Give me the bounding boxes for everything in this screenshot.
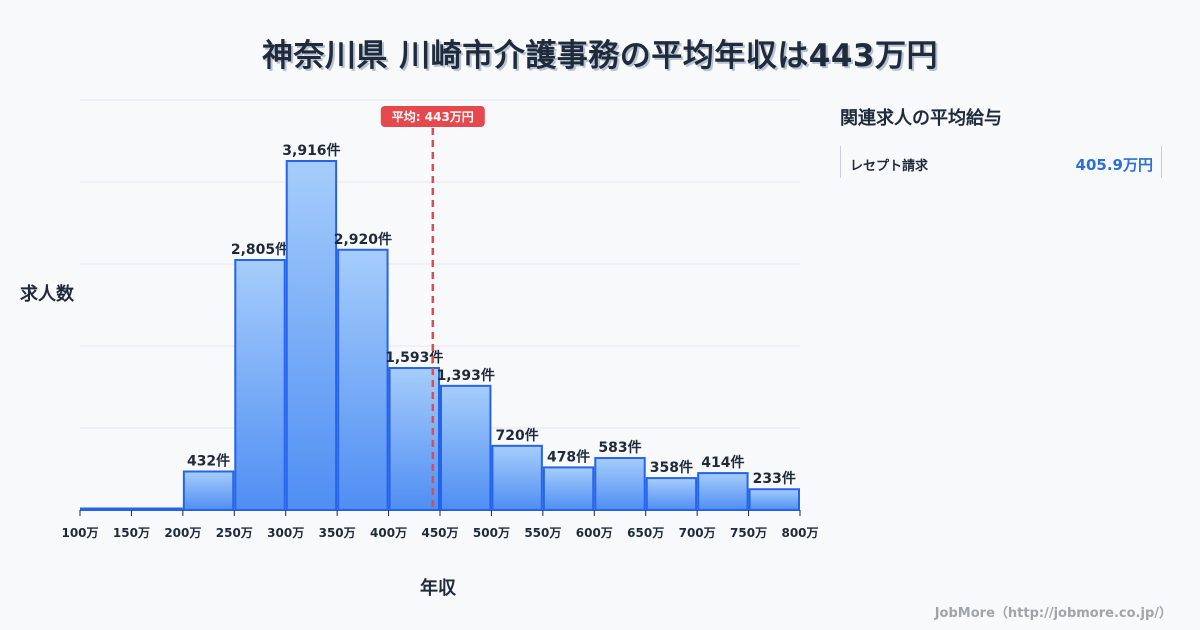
related-job-salary: 405.9万円 [1075,156,1153,174]
bar-value-label: 2,805件 [231,241,289,258]
related-job-card[interactable]: レセプト請求 405.9万円 [840,146,1162,178]
x-tick-label: 650万 [627,526,664,540]
related-job-name: レセプト請求 [850,159,929,174]
x-tick-label: 100万 [61,526,98,540]
bar-value-label: 1,393件 [437,367,495,384]
x-tick-label: 750万 [730,526,767,540]
y-axis-label: 求人数 [20,284,74,305]
bar-value-label: 720件 [496,427,539,444]
x-tick-label: 800万 [781,526,818,540]
x-tick-label: 250万 [216,526,253,540]
histogram-bar [491,444,543,512]
histogram-bar [594,457,646,512]
x-tick-label: 550万 [524,526,561,540]
x-tick-label: 700万 [679,526,716,540]
bar-value-label: 432件 [187,452,230,469]
bar-value-label: 583件 [598,439,641,456]
x-tick-label: 350万 [319,526,356,540]
histogram-bar [285,160,338,511]
bar-value-label: 2,920件 [334,231,392,248]
x-tick-label: 450万 [421,526,458,540]
histogram-bar [388,367,441,511]
histogram-bar [748,488,800,512]
histogram-bar [234,259,286,511]
x-tick-label: 200万 [164,526,201,540]
x-tick-label: 150万 [113,526,150,540]
histogram-bar [182,470,235,511]
average-badge [380,106,485,127]
bar-value-label: 478件 [547,448,590,465]
average-line: 平均: 443万円 [380,106,485,510]
bar-value-label: 3,916件 [282,142,340,159]
bar-value-label: 1,593件 [385,349,443,366]
histogram-bar [131,507,183,511]
histogram-bar [337,248,389,511]
x-tick-label: 600万 [576,526,613,540]
histogram-bar [697,472,749,511]
x-tick-label: 300万 [267,526,304,540]
x-tick-label: 400万 [370,526,407,540]
histogram-bar [542,466,595,512]
bar-value-label: 358件 [650,459,693,476]
bar-value-label: 414件 [701,454,744,471]
related-jobs-title: 関連求人の平均給与 [840,108,1002,129]
page-title: 神奈川県 川崎市介護事務の平均年収は443万円 [262,38,938,74]
x-axis-ticks: 100万 150万 200万 250万 300万 350万 400万 450万 500万 550万… [61,510,819,540]
histogram-bar [440,384,492,511]
histogram-bar [645,477,698,511]
histogram-bar [80,507,132,511]
average-label: 平均: 443万円 [392,109,474,124]
credit-link[interactable]: JobMore（http://jobmore.co.jp/） [934,606,1172,621]
x-axis-label: 年収 [420,578,456,599]
x-tick-label: 500万 [473,526,510,540]
bar-value-label: 233件 [753,470,796,487]
